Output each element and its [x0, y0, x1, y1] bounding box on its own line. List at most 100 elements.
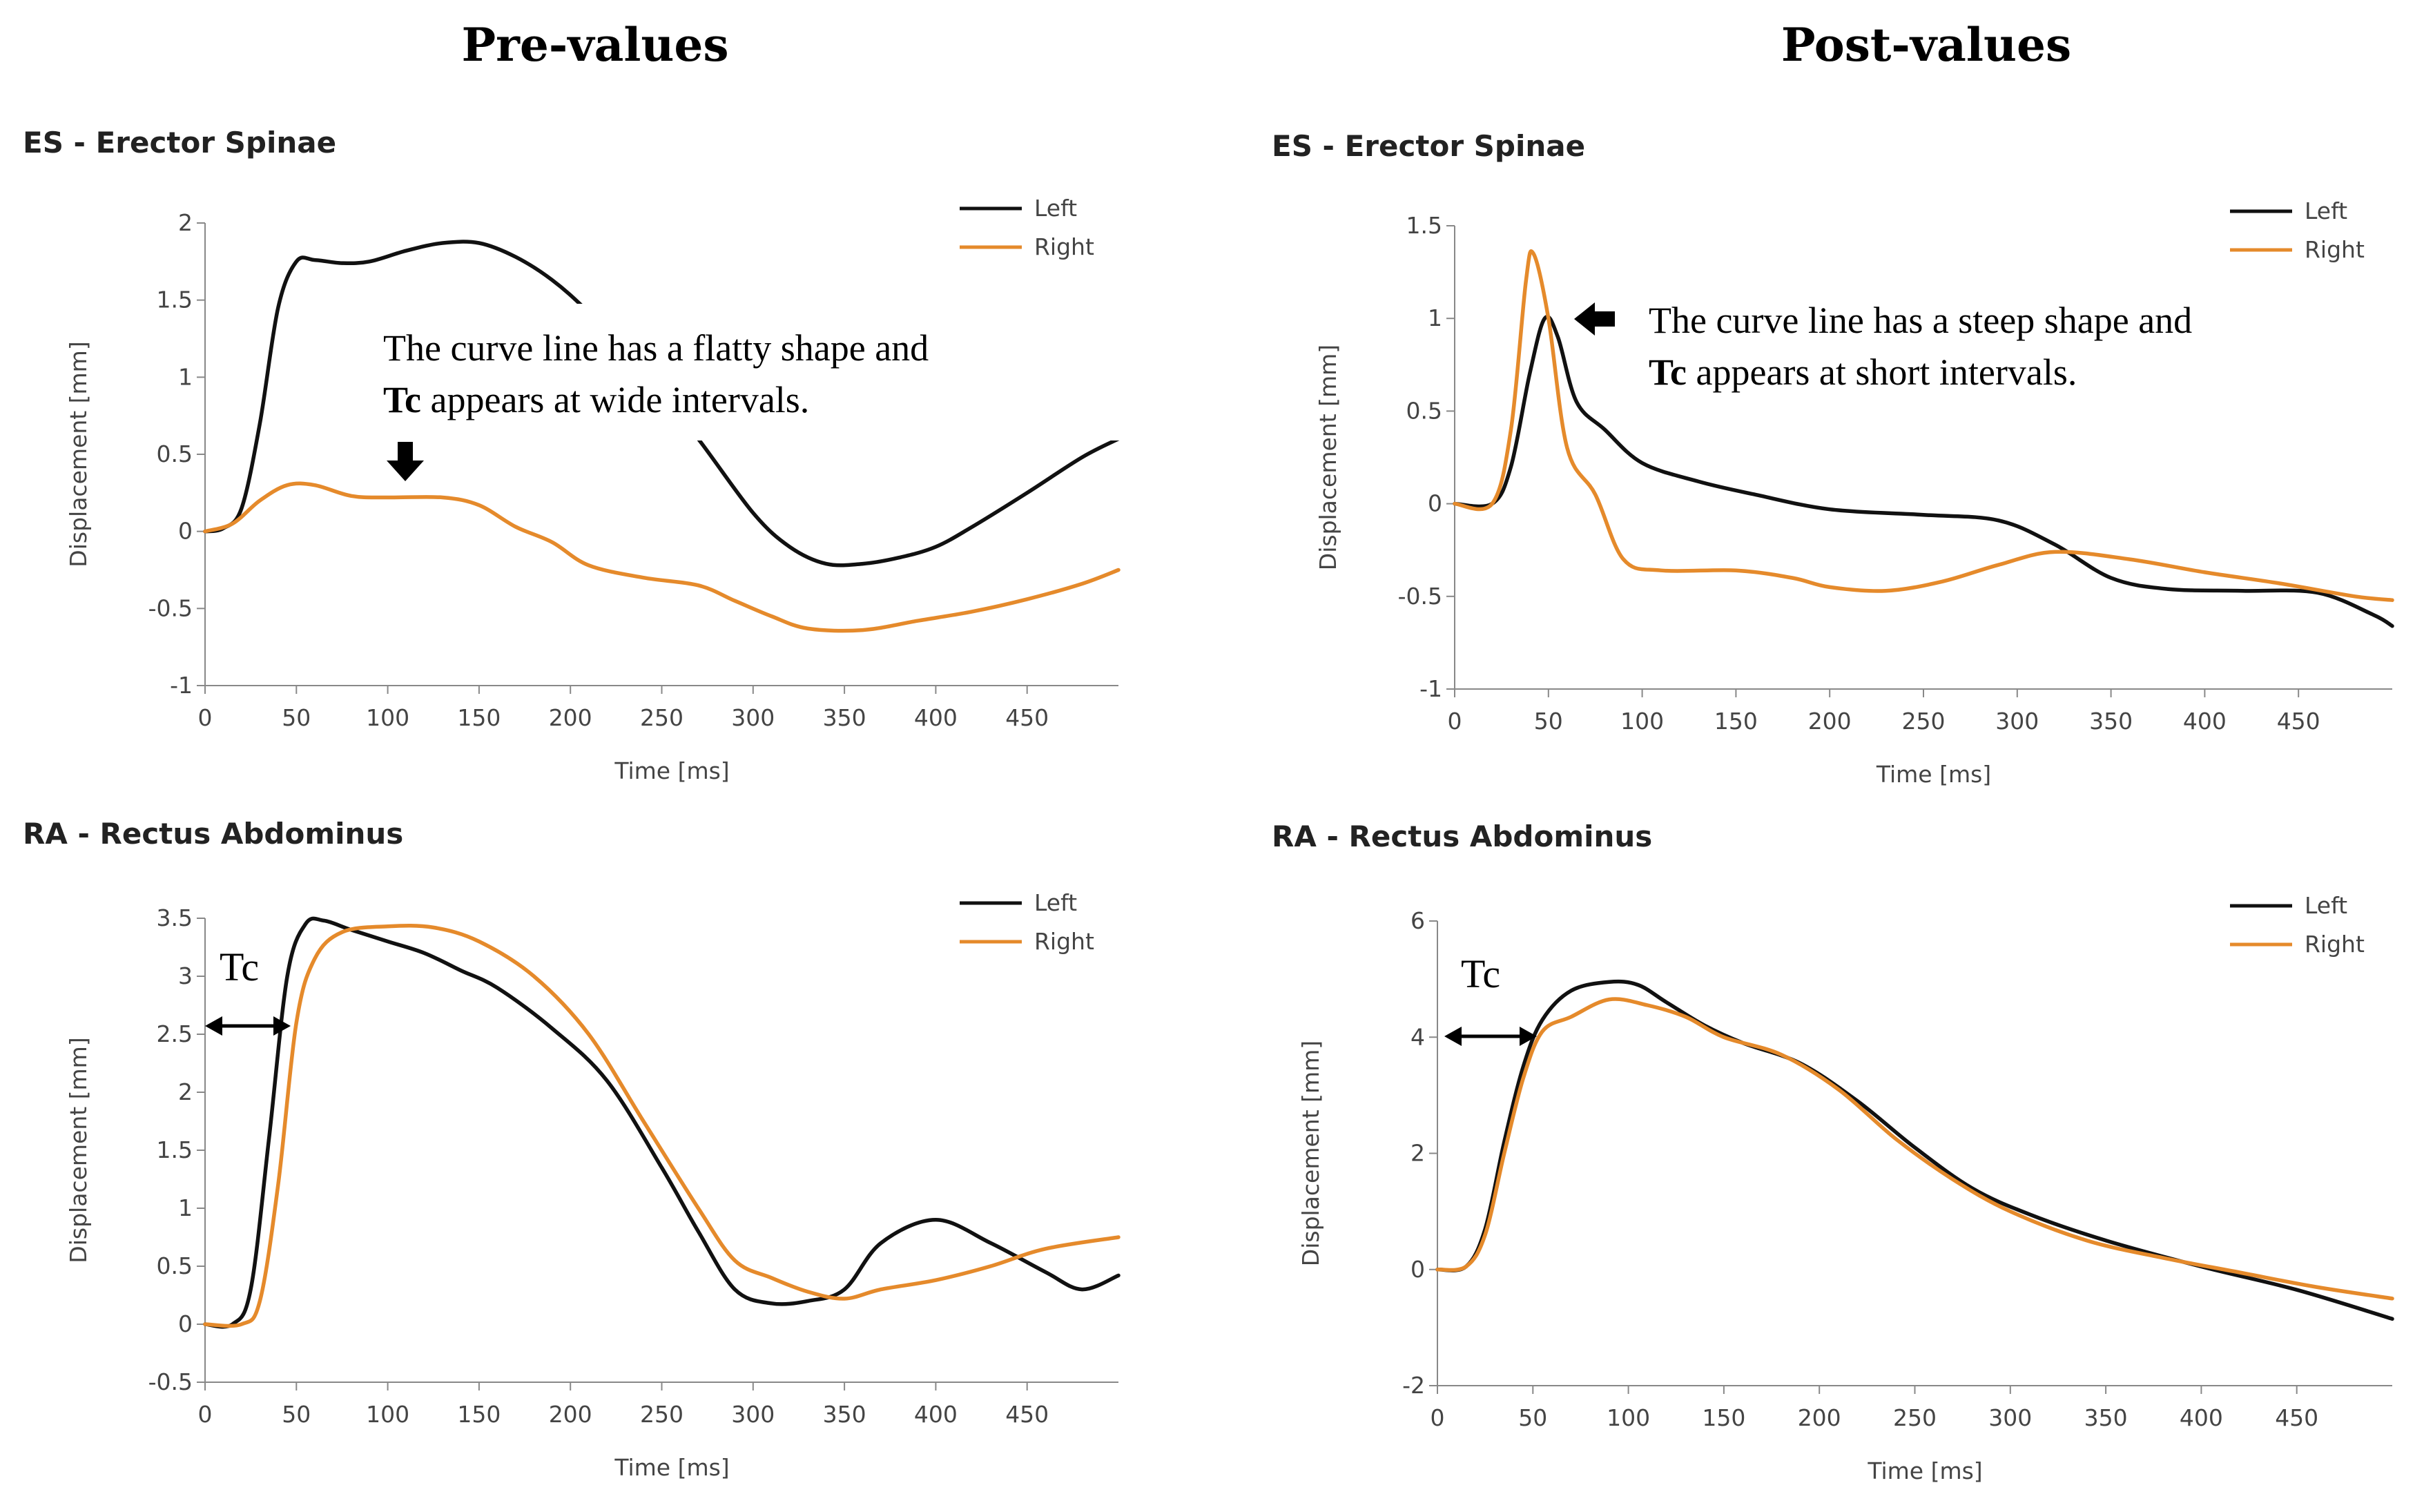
y-tick-label: 1 [178, 1194, 193, 1221]
y-tick-label: -1 [1419, 675, 1442, 702]
y-tick-label: 1 [1428, 304, 1442, 331]
x-tick-label: 150 [1714, 708, 1758, 735]
y-axis-label: Displacement [mm] [65, 1037, 92, 1263]
legend-label-left: Left [2305, 892, 2347, 919]
post-annotation-box [1633, 280, 2382, 416]
x-tick-label: 450 [2277, 708, 2320, 735]
y-tick-label: 4 [1410, 1023, 1425, 1050]
x-tick-label: 250 [1902, 708, 1946, 735]
x-axis-label: Time [ms] [614, 757, 729, 784]
x-tick-label: 400 [2180, 1404, 2223, 1431]
x-tick-label: 0 [198, 1401, 213, 1428]
x-axis-label: Time [ms] [1867, 1457, 1982, 1484]
x-tick-label: 200 [1798, 1404, 1841, 1431]
x-tick-label: 450 [1005, 704, 1049, 731]
x-tick-label: 200 [549, 1401, 592, 1428]
y-tick-label: 0.5 [1406, 397, 1442, 424]
post-annotation-line1: The curve line has a steep shape and [1649, 300, 2192, 341]
pre-down-arrow-icon [387, 442, 424, 481]
panel-title-post-ra: RA - Rectus Abdominus [1272, 820, 1652, 853]
chart-pre-es: -1 -0.5 0 0.5 1 1.5 2 0 50 100 150 200 250 300 350 400 4… [65, 195, 1121, 784]
x-tick-label: 100 [366, 704, 409, 731]
post-annotation-rest: appears at short intervals. [1687, 351, 2077, 393]
x-tick-label: 100 [1607, 1404, 1650, 1431]
x-tick-label: 400 [914, 704, 958, 731]
x-tick-label: 100 [366, 1401, 409, 1428]
x-tick-label: 200 [549, 704, 592, 731]
series-line-right [1453, 249, 2394, 602]
x-tick-label: 50 [1534, 708, 1563, 735]
y-tick-label: 2 [1410, 1140, 1425, 1167]
pre-annotation-box [373, 304, 1122, 440]
pre-tc-double-arrow-icon [205, 1016, 291, 1036]
x-tick-label: 350 [823, 704, 866, 731]
x-axis-label: Time [ms] [1876, 761, 1991, 788]
post-left-arrow-icon [1574, 302, 1615, 336]
pre-tc-label: Tc [220, 944, 259, 989]
x-tick-label: 0 [198, 704, 213, 731]
x-tick-label: 0 [1431, 1404, 1445, 1431]
series-line-left [1435, 979, 2394, 1321]
y-tick-label: 0 [178, 1310, 193, 1337]
series-line-right [1435, 997, 2394, 1301]
y-axis-label: Displacement [mm] [65, 341, 92, 567]
y-tick-label: -2 [1402, 1372, 1425, 1399]
x-tick-label: 350 [2089, 708, 2133, 735]
x-tick-label: 250 [640, 1401, 683, 1428]
series-line-right [203, 924, 1121, 1328]
x-tick-label: 50 [1518, 1404, 1547, 1431]
y-tick-label: 3.5 [157, 904, 193, 931]
panel-title-post-es: ES - Erector Spinae [1272, 129, 1585, 163]
legend-label-right: Right [1034, 928, 1094, 955]
x-tick-label: 150 [457, 1401, 501, 1428]
post-annotation-line2: Tc appears at short intervals. [1649, 351, 2077, 393]
x-tick-label: 350 [2084, 1404, 2128, 1431]
x-axis-label: Time [ms] [614, 1454, 729, 1481]
legend-label-left: Left [2305, 197, 2347, 224]
x-tick-label: 50 [282, 704, 311, 731]
y-axis-label: Displacement [mm] [1315, 345, 1341, 570]
series-line-right [203, 481, 1121, 633]
post-values-title: Post-values [1781, 18, 2071, 72]
pre-annotation-line2: Tc appears at wide intervals. [383, 379, 809, 420]
series-line-left [1453, 315, 2394, 628]
x-tick-label: 300 [731, 704, 775, 731]
y-tick-label: 1 [178, 363, 193, 390]
x-tick-label: 400 [2183, 708, 2227, 735]
pre-annotation-tc: Tc [383, 379, 421, 420]
y-tick-label: 2 [178, 209, 193, 236]
pre-values-title: Pre-values [461, 18, 728, 72]
y-tick-label: 0 [178, 518, 193, 545]
y-tick-label: 2 [178, 1078, 193, 1105]
x-tick-label: 200 [1808, 708, 1852, 735]
y-tick-label: 0 [1428, 490, 1442, 517]
y-tick-label: 1.5 [1406, 212, 1442, 239]
x-tick-label: 0 [1448, 708, 1462, 735]
series-line-left [203, 916, 1121, 1329]
x-tick-label: 250 [640, 704, 683, 731]
pre-annotation-rest: appears at wide intervals. [421, 379, 809, 420]
y-tick-label: -0.5 [148, 594, 193, 621]
y-tick-label: 1.5 [157, 287, 193, 313]
x-tick-label: 150 [457, 704, 501, 731]
chart-pre-ra: -0.500.511.522.533.50 50 100 150 200 250 300 35… [65, 889, 1121, 1481]
post-annotation-tc: Tc [1649, 351, 1687, 393]
series-line-left [203, 240, 1121, 568]
legend-label-left: Left [1034, 195, 1077, 222]
y-tick-label: 0.5 [157, 440, 193, 467]
x-tick-label: 350 [823, 1401, 866, 1428]
x-tick-label: 300 [1988, 1404, 2032, 1431]
x-tick-label: 150 [1702, 1404, 1745, 1431]
y-tick-label: 2.5 [157, 1020, 193, 1047]
chart-post-es: -1 -0.5 0 0.5 1 1.5 0 50 100 150 200 250 300 350 400 45… [1315, 197, 2394, 788]
panel-title-pre-es: ES - Erector Spinae [23, 126, 336, 159]
panel-title-pre-ra: RA - Rectus Abdominus [23, 817, 403, 851]
post-tc-double-arrow-icon [1444, 1027, 1537, 1046]
y-tick-label: -0.5 [148, 1368, 193, 1395]
pre-annotation-line1: The curve line has a flatty shape and [383, 327, 929, 369]
x-tick-label: 250 [1893, 1404, 1937, 1431]
x-tick-label: 300 [731, 1401, 775, 1428]
x-tick-label: 100 [1620, 708, 1664, 735]
